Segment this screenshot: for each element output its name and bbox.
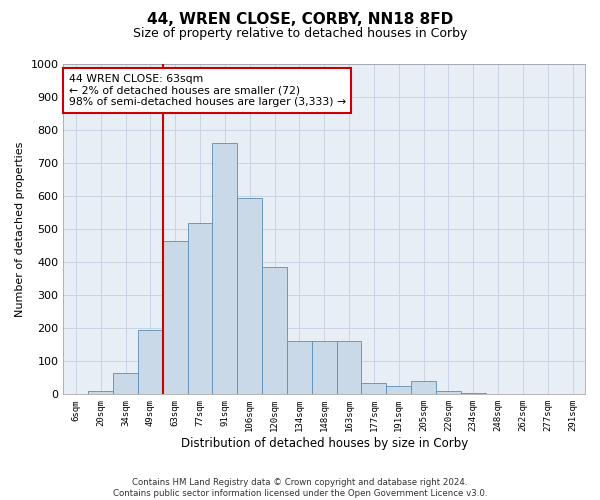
Bar — [163, 240, 188, 394]
Bar — [287, 342, 312, 394]
Bar — [262, 267, 287, 394]
X-axis label: Distribution of detached houses by size in Corby: Distribution of detached houses by size … — [181, 437, 468, 450]
Bar — [411, 381, 436, 394]
Bar — [212, 144, 237, 394]
Bar — [361, 383, 386, 394]
Text: Size of property relative to detached houses in Corby: Size of property relative to detached ho… — [133, 28, 467, 40]
Bar — [188, 222, 212, 394]
Bar — [88, 391, 113, 394]
Bar — [386, 386, 411, 394]
Text: Contains HM Land Registry data © Crown copyright and database right 2024.
Contai: Contains HM Land Registry data © Crown c… — [113, 478, 487, 498]
Bar — [337, 342, 361, 394]
Bar — [113, 373, 138, 394]
Bar — [461, 392, 485, 394]
Bar — [312, 342, 337, 394]
Bar — [237, 198, 262, 394]
Text: 44 WREN CLOSE: 63sqm
← 2% of detached houses are smaller (72)
98% of semi-detach: 44 WREN CLOSE: 63sqm ← 2% of detached ho… — [68, 74, 346, 107]
Bar — [138, 330, 163, 394]
Y-axis label: Number of detached properties: Number of detached properties — [15, 142, 25, 317]
Text: 44, WREN CLOSE, CORBY, NN18 8FD: 44, WREN CLOSE, CORBY, NN18 8FD — [147, 12, 453, 28]
Bar — [436, 391, 461, 394]
